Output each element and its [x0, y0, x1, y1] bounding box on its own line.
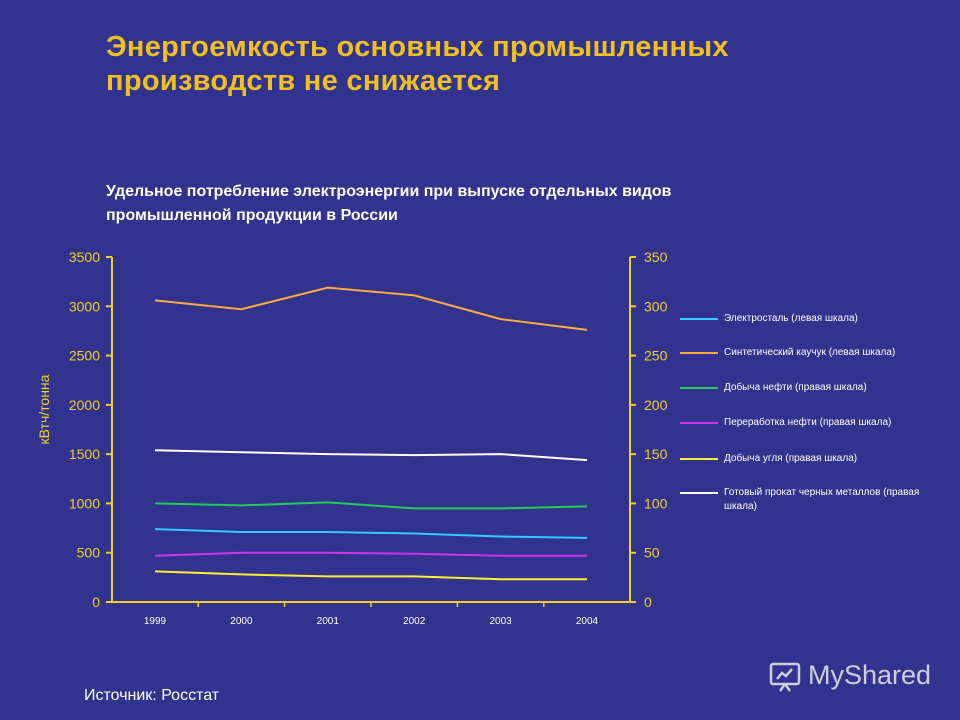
legend-item: Электросталь (левая шкала) — [680, 312, 944, 326]
x-tick-label: 2003 — [489, 616, 512, 627]
chart-subtitle: Удельное потребление электроэнергии при … — [106, 180, 906, 228]
presentation-icon — [769, 662, 801, 692]
legend-item: Добыча нефти (правая шкала) — [680, 381, 944, 395]
left-y-tick-label: 2500 — [69, 348, 100, 364]
series-line-4 — [154, 551, 587, 557]
right-y-tick-label: 350 — [644, 249, 668, 265]
x-tick-label: 1999 — [144, 616, 167, 627]
right-y-tick-label: 50 — [644, 545, 660, 561]
right-y-tick-label: 150 — [644, 446, 668, 462]
left-y-tick-label: 1500 — [69, 446, 100, 462]
left-y-tick-label: 1000 — [69, 495, 100, 511]
series-line-6 — [154, 449, 588, 462]
x-tick-label: 2002 — [403, 616, 426, 627]
legend-item: Синтетический каучук (левая шкала) — [680, 346, 944, 360]
legend-label: Электросталь (левая шкала) — [724, 313, 858, 324]
series-line-3 — [154, 501, 588, 510]
legend-swatch — [680, 492, 718, 494]
slide-title: Энергоемкость основных промышленных прои… — [106, 30, 926, 98]
legend-item: Добыча угля (правая шкала) — [680, 452, 944, 466]
legend-label: Добыча нефти (правая шкала) — [724, 382, 867, 393]
chart-subtitle-line-1: Удельное потребление электроэнергии при … — [106, 183, 672, 200]
watermark-text: MyShared — [808, 659, 932, 690]
right-y-tick-label: 200 — [644, 397, 668, 413]
x-tick-label: 2000 — [230, 616, 253, 627]
right-y-tick-label: 300 — [644, 298, 668, 314]
series-line-1 — [154, 528, 588, 539]
legend-label: Добыча угля (правая шкала) — [724, 453, 858, 464]
legend-swatch — [680, 422, 718, 424]
left-y-tick-label: 3500 — [69, 249, 100, 265]
legend-swatch — [680, 458, 718, 460]
x-tick-label: 2001 — [317, 616, 340, 627]
chart-subtitle-line-2: промышленной продукции в России — [106, 207, 398, 224]
left-y-tick-label: 0 — [92, 594, 100, 610]
right-y-tick-label: 100 — [644, 495, 668, 511]
slide-title-line-1: Энергоемкость основных промышленных — [106, 31, 729, 63]
left-y-tick-label: 3000 — [69, 298, 100, 314]
legend-item: Переработка нефти (правая шкала) — [680, 416, 944, 430]
left-y-tick-label: 2000 — [69, 397, 100, 413]
legend-swatch — [680, 352, 718, 354]
series-line-5 — [154, 570, 587, 581]
legend-swatch — [680, 318, 718, 320]
slide-title-line-2: производств не снижается — [106, 65, 501, 97]
source-note: Источник: Росстат — [84, 687, 220, 704]
y-axis-label: кВтч/тонна — [36, 374, 52, 444]
watermark: MyShared — [768, 656, 931, 694]
legend-label: Синтетический каучук (левая шкала) — [724, 347, 896, 358]
series-line-2 — [154, 286, 588, 331]
legend-swatch — [680, 387, 718, 389]
right-y-tick-label: 0 — [644, 594, 652, 610]
left-y-tick-label: 500 — [77, 545, 101, 561]
legend-label: Готовый прокат черных металлов (правая ш… — [724, 487, 920, 512]
legend-label: Переработка нефти (правая шкала) — [724, 417, 892, 428]
legend-item: Готовый прокат черных металлов (правая ш… — [680, 486, 944, 514]
x-tick-label: 2004 — [576, 616, 599, 627]
right-y-tick-label: 250 — [644, 348, 668, 364]
